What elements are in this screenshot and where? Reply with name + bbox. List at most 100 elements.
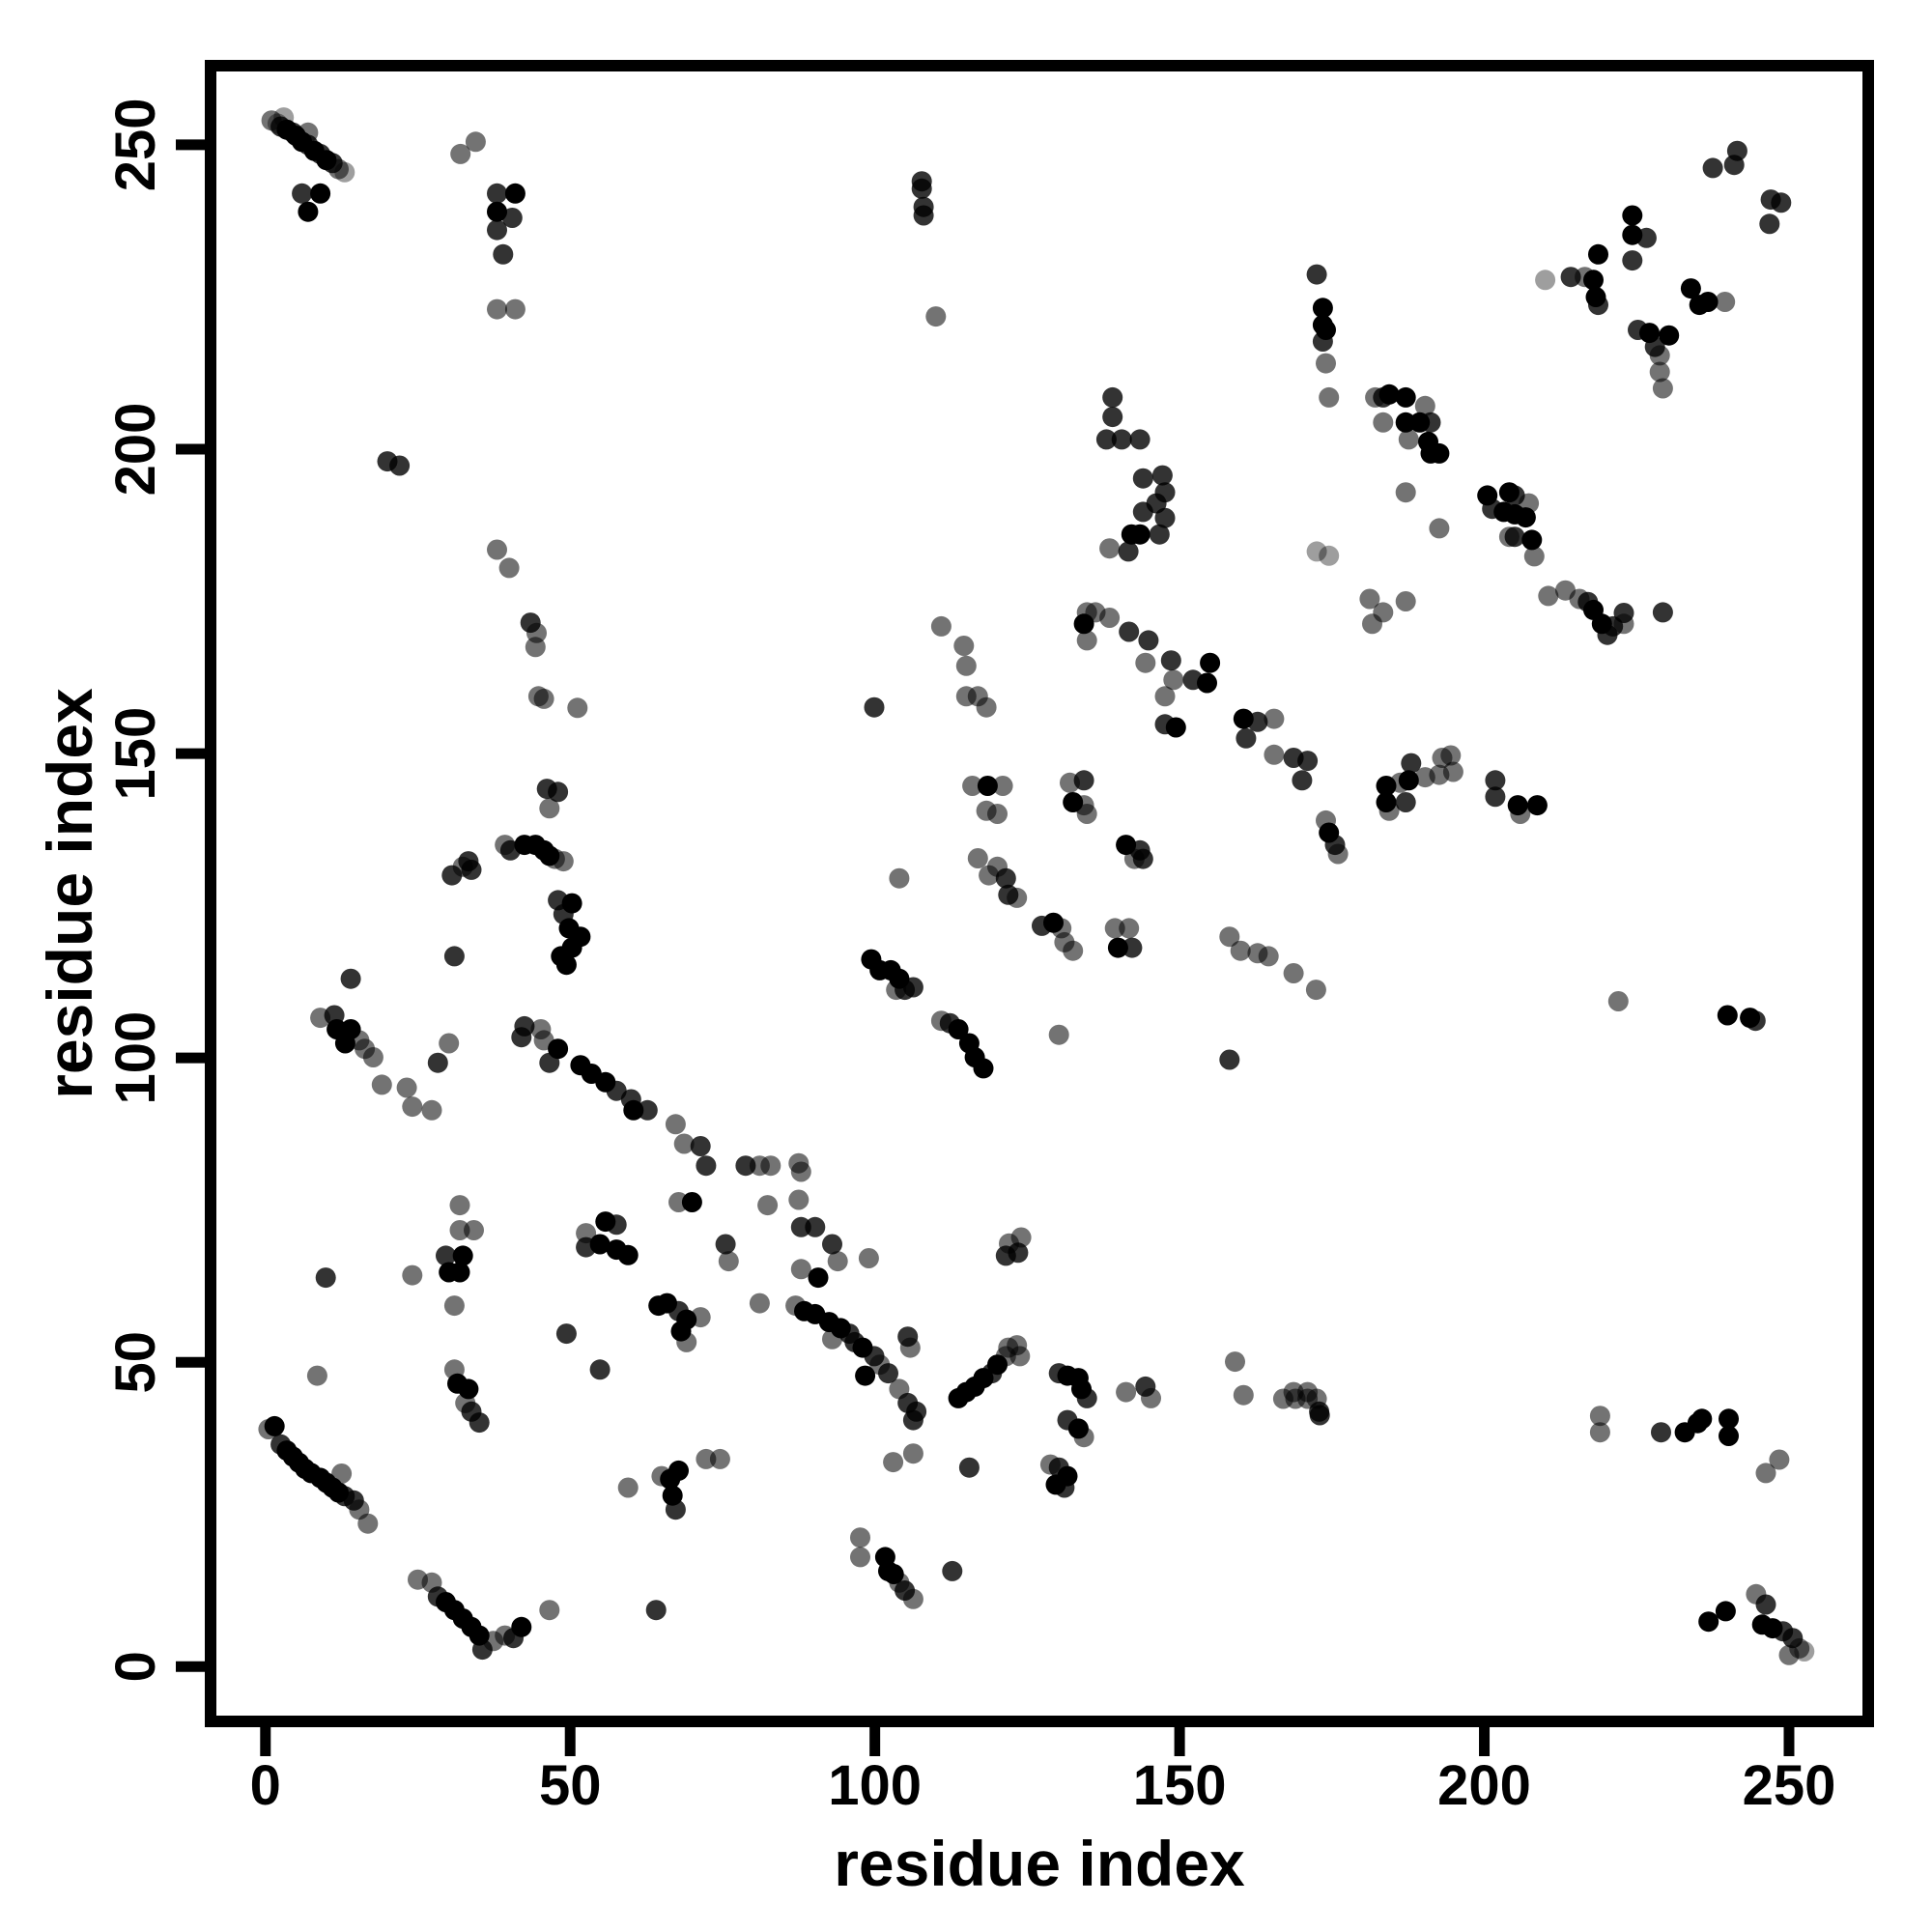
data-point xyxy=(1622,250,1643,271)
data-point xyxy=(1794,1641,1815,1662)
data-point xyxy=(469,1412,490,1434)
data-point xyxy=(1233,1384,1254,1406)
data-point xyxy=(402,1264,423,1286)
data-point xyxy=(1538,585,1559,607)
data-point xyxy=(1378,800,1400,821)
data-point xyxy=(858,1248,879,1268)
data-point xyxy=(1076,630,1097,651)
data-point xyxy=(942,1560,963,1581)
x-axis-title: residue index xyxy=(834,1828,1245,1899)
data-point xyxy=(715,1234,736,1255)
data-point xyxy=(962,776,983,796)
data-point xyxy=(913,205,934,226)
data-point xyxy=(1698,1611,1719,1633)
data-point xyxy=(1319,545,1340,566)
data-point xyxy=(1523,546,1545,567)
data-point xyxy=(1160,650,1181,671)
data-point xyxy=(1395,412,1416,433)
data-point xyxy=(948,1019,969,1039)
data-point xyxy=(589,1234,611,1255)
data-point xyxy=(1138,630,1159,651)
data-point xyxy=(1327,843,1349,865)
data-point xyxy=(1697,292,1719,312)
x-tick-label: 150 xyxy=(1133,1754,1227,1817)
data-point xyxy=(1219,926,1240,948)
data-point xyxy=(953,636,975,656)
data-point xyxy=(396,1077,417,1098)
x-axis-ticks: 0 50 100 150 200 250 xyxy=(250,1727,1836,1817)
data-point xyxy=(1122,937,1143,958)
data-point xyxy=(1102,407,1123,428)
data-point xyxy=(264,1415,285,1436)
data-point xyxy=(1073,613,1094,635)
data-point xyxy=(1691,1408,1713,1430)
data-point xyxy=(1589,1406,1610,1427)
x-tick-label: 250 xyxy=(1743,1754,1836,1817)
data-point xyxy=(465,131,486,153)
data-point xyxy=(864,696,885,718)
data-point xyxy=(449,1262,470,1283)
data-point xyxy=(1230,940,1251,961)
data-point xyxy=(902,1443,923,1464)
data-point xyxy=(555,954,577,976)
data-point xyxy=(464,1220,484,1240)
data-point xyxy=(1099,538,1121,559)
data-point xyxy=(461,859,482,880)
data-point xyxy=(1063,940,1084,961)
data-point xyxy=(1151,465,1173,486)
data-point xyxy=(1118,541,1139,562)
data-point xyxy=(1717,1005,1738,1026)
data-point xyxy=(298,201,319,222)
data-point xyxy=(1651,1422,1671,1443)
data-point xyxy=(696,1448,717,1469)
data-point xyxy=(1129,524,1151,545)
data-point xyxy=(525,637,546,658)
data-point xyxy=(1163,669,1184,691)
data-point xyxy=(449,1220,470,1240)
data-point xyxy=(995,867,1016,889)
data-point xyxy=(889,867,910,889)
data-point xyxy=(501,208,523,228)
data-point xyxy=(493,243,514,265)
data-point xyxy=(1154,507,1176,528)
data-point xyxy=(340,968,361,989)
data-point xyxy=(1165,717,1186,738)
data-point xyxy=(808,1267,829,1289)
data-point xyxy=(533,688,554,709)
x-tick-label: 0 xyxy=(250,1754,281,1817)
data-point xyxy=(1200,652,1221,673)
data-point xyxy=(1119,918,1140,939)
data-point xyxy=(1306,1388,1327,1409)
data-point xyxy=(576,1223,597,1244)
data-point xyxy=(450,143,471,164)
data-point xyxy=(449,1195,470,1216)
data-point xyxy=(805,1216,826,1237)
data-point xyxy=(1236,727,1257,749)
data-point xyxy=(389,455,411,476)
data-point xyxy=(987,804,1008,824)
data-point xyxy=(1583,270,1604,291)
data-point xyxy=(310,183,331,204)
data-point xyxy=(1649,361,1670,383)
data-point xyxy=(362,1047,384,1067)
data-point xyxy=(1129,429,1151,450)
data-point xyxy=(539,1052,560,1073)
data-point xyxy=(1306,264,1327,285)
data-point xyxy=(790,1161,811,1182)
data-point xyxy=(902,1409,923,1431)
data-point xyxy=(1771,192,1792,213)
data-point xyxy=(1395,386,1416,408)
data-point xyxy=(487,219,507,241)
data-point xyxy=(1395,591,1416,611)
data-point xyxy=(1116,1381,1137,1403)
data-point xyxy=(1319,386,1340,408)
data-point xyxy=(690,1136,711,1156)
y-axis-title: residue index xyxy=(34,688,105,1099)
data-point xyxy=(1292,770,1313,791)
data-point xyxy=(696,1155,717,1177)
data-point xyxy=(1652,602,1673,623)
data-point xyxy=(955,655,977,676)
data-point xyxy=(1107,937,1128,958)
data-point xyxy=(443,1295,465,1317)
